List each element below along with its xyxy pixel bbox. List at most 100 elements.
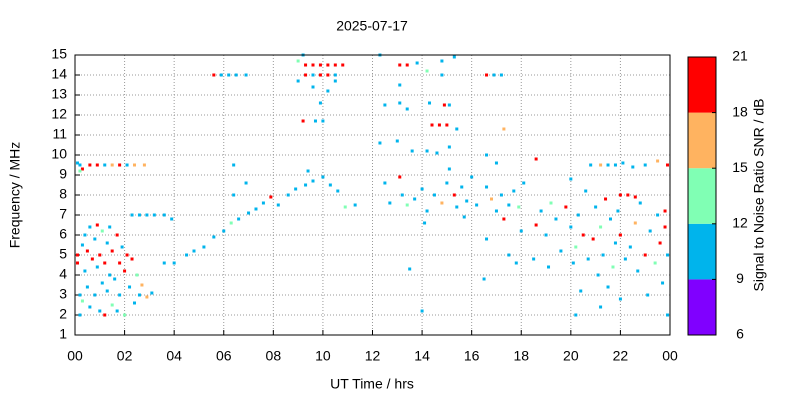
- data-point: [313, 119, 317, 123]
- data-point: [574, 313, 578, 317]
- data-point: [88, 305, 92, 309]
- data-point: [78, 313, 82, 317]
- colorbar-tick-label: 12: [732, 215, 748, 231]
- y-tick-label: 10: [51, 146, 67, 162]
- data-point: [276, 203, 280, 207]
- data-point: [311, 85, 315, 89]
- data-point: [656, 213, 660, 217]
- data-point: [623, 257, 627, 261]
- data-point: [574, 245, 578, 249]
- data-point: [93, 237, 97, 241]
- data-point: [110, 249, 114, 253]
- colorbar-label: Signal to Noise Ratio SNR / dB: [751, 99, 767, 292]
- colorbar-band: [688, 112, 716, 169]
- x-axis-label: UT Time / hrs: [330, 376, 414, 392]
- colorbar-tick-label: 18: [732, 103, 748, 119]
- data-point: [499, 193, 503, 197]
- data-point: [80, 243, 84, 247]
- data-point: [269, 195, 273, 199]
- data-point: [626, 193, 630, 197]
- data-point: [663, 225, 667, 229]
- data-point: [326, 89, 330, 93]
- data-point: [341, 63, 345, 67]
- data-point: [549, 201, 553, 205]
- data-point: [100, 229, 104, 233]
- x-tick-label: 00: [662, 348, 678, 364]
- data-point: [113, 277, 117, 281]
- data-point: [130, 213, 134, 217]
- data-point: [584, 189, 588, 193]
- data-point: [435, 151, 439, 155]
- data-point: [405, 63, 409, 67]
- data-point: [653, 261, 657, 265]
- data-point: [110, 303, 114, 307]
- data-point: [611, 265, 615, 269]
- data-point: [606, 285, 610, 289]
- data-point: [333, 79, 337, 83]
- colorbar-band: [688, 168, 716, 224]
- data-point: [80, 299, 84, 303]
- data-point: [254, 207, 258, 211]
- data-point: [599, 163, 603, 167]
- y-tick-label: 9: [59, 166, 67, 182]
- data-point: [78, 169, 82, 173]
- data-point: [571, 261, 575, 265]
- data-point: [564, 205, 568, 209]
- data-point: [470, 175, 474, 179]
- data-point: [425, 209, 429, 213]
- data-point: [135, 273, 139, 277]
- data-point: [643, 253, 647, 257]
- data-point: [447, 103, 451, 107]
- colorbar-frame: [687, 56, 717, 336]
- data-point: [78, 163, 82, 167]
- data-point: [661, 281, 665, 285]
- data-point: [75, 261, 79, 265]
- data-point: [485, 153, 489, 157]
- data-point: [227, 73, 231, 77]
- colorbar-tick-label: 21: [732, 48, 748, 64]
- data-point: [125, 163, 129, 167]
- colorbar-band: [688, 279, 716, 335]
- data-point: [311, 73, 315, 77]
- data-point: [447, 145, 451, 149]
- data-point: [636, 269, 640, 273]
- data-point: [502, 127, 506, 131]
- data-point: [93, 293, 97, 297]
- colorbar-tick-label: 6: [736, 326, 744, 342]
- data-point: [353, 203, 357, 207]
- data-point: [445, 123, 449, 127]
- data-point: [494, 161, 498, 165]
- data-point: [616, 209, 620, 213]
- data-point: [137, 293, 141, 297]
- data-point: [425, 69, 429, 73]
- data-point: [333, 73, 337, 77]
- data-point: [420, 309, 424, 313]
- y-tick-label: 14: [51, 66, 67, 82]
- data-point: [465, 199, 469, 203]
- data-point: [98, 253, 102, 257]
- data-point: [118, 163, 122, 167]
- y-axis-label: Frequency / MHz: [7, 142, 23, 249]
- data-point: [110, 163, 114, 167]
- data-point: [128, 285, 132, 289]
- data-point: [95, 163, 99, 167]
- colorbar-tick-label: 15: [732, 159, 748, 175]
- data-point: [522, 181, 526, 185]
- data-point: [628, 245, 632, 249]
- data-point: [576, 213, 580, 217]
- data-point: [395, 139, 399, 143]
- data-point: [383, 103, 387, 107]
- data-point: [145, 213, 149, 217]
- data-point: [420, 187, 424, 191]
- data-point: [440, 73, 444, 77]
- data-point: [75, 253, 79, 257]
- data-point: [437, 123, 441, 127]
- data-point: [591, 237, 595, 241]
- data-point: [105, 289, 109, 293]
- data-point: [162, 261, 166, 265]
- data-point: [559, 249, 563, 253]
- data-point: [150, 291, 154, 295]
- data-point: [103, 163, 107, 167]
- data-point: [455, 205, 459, 209]
